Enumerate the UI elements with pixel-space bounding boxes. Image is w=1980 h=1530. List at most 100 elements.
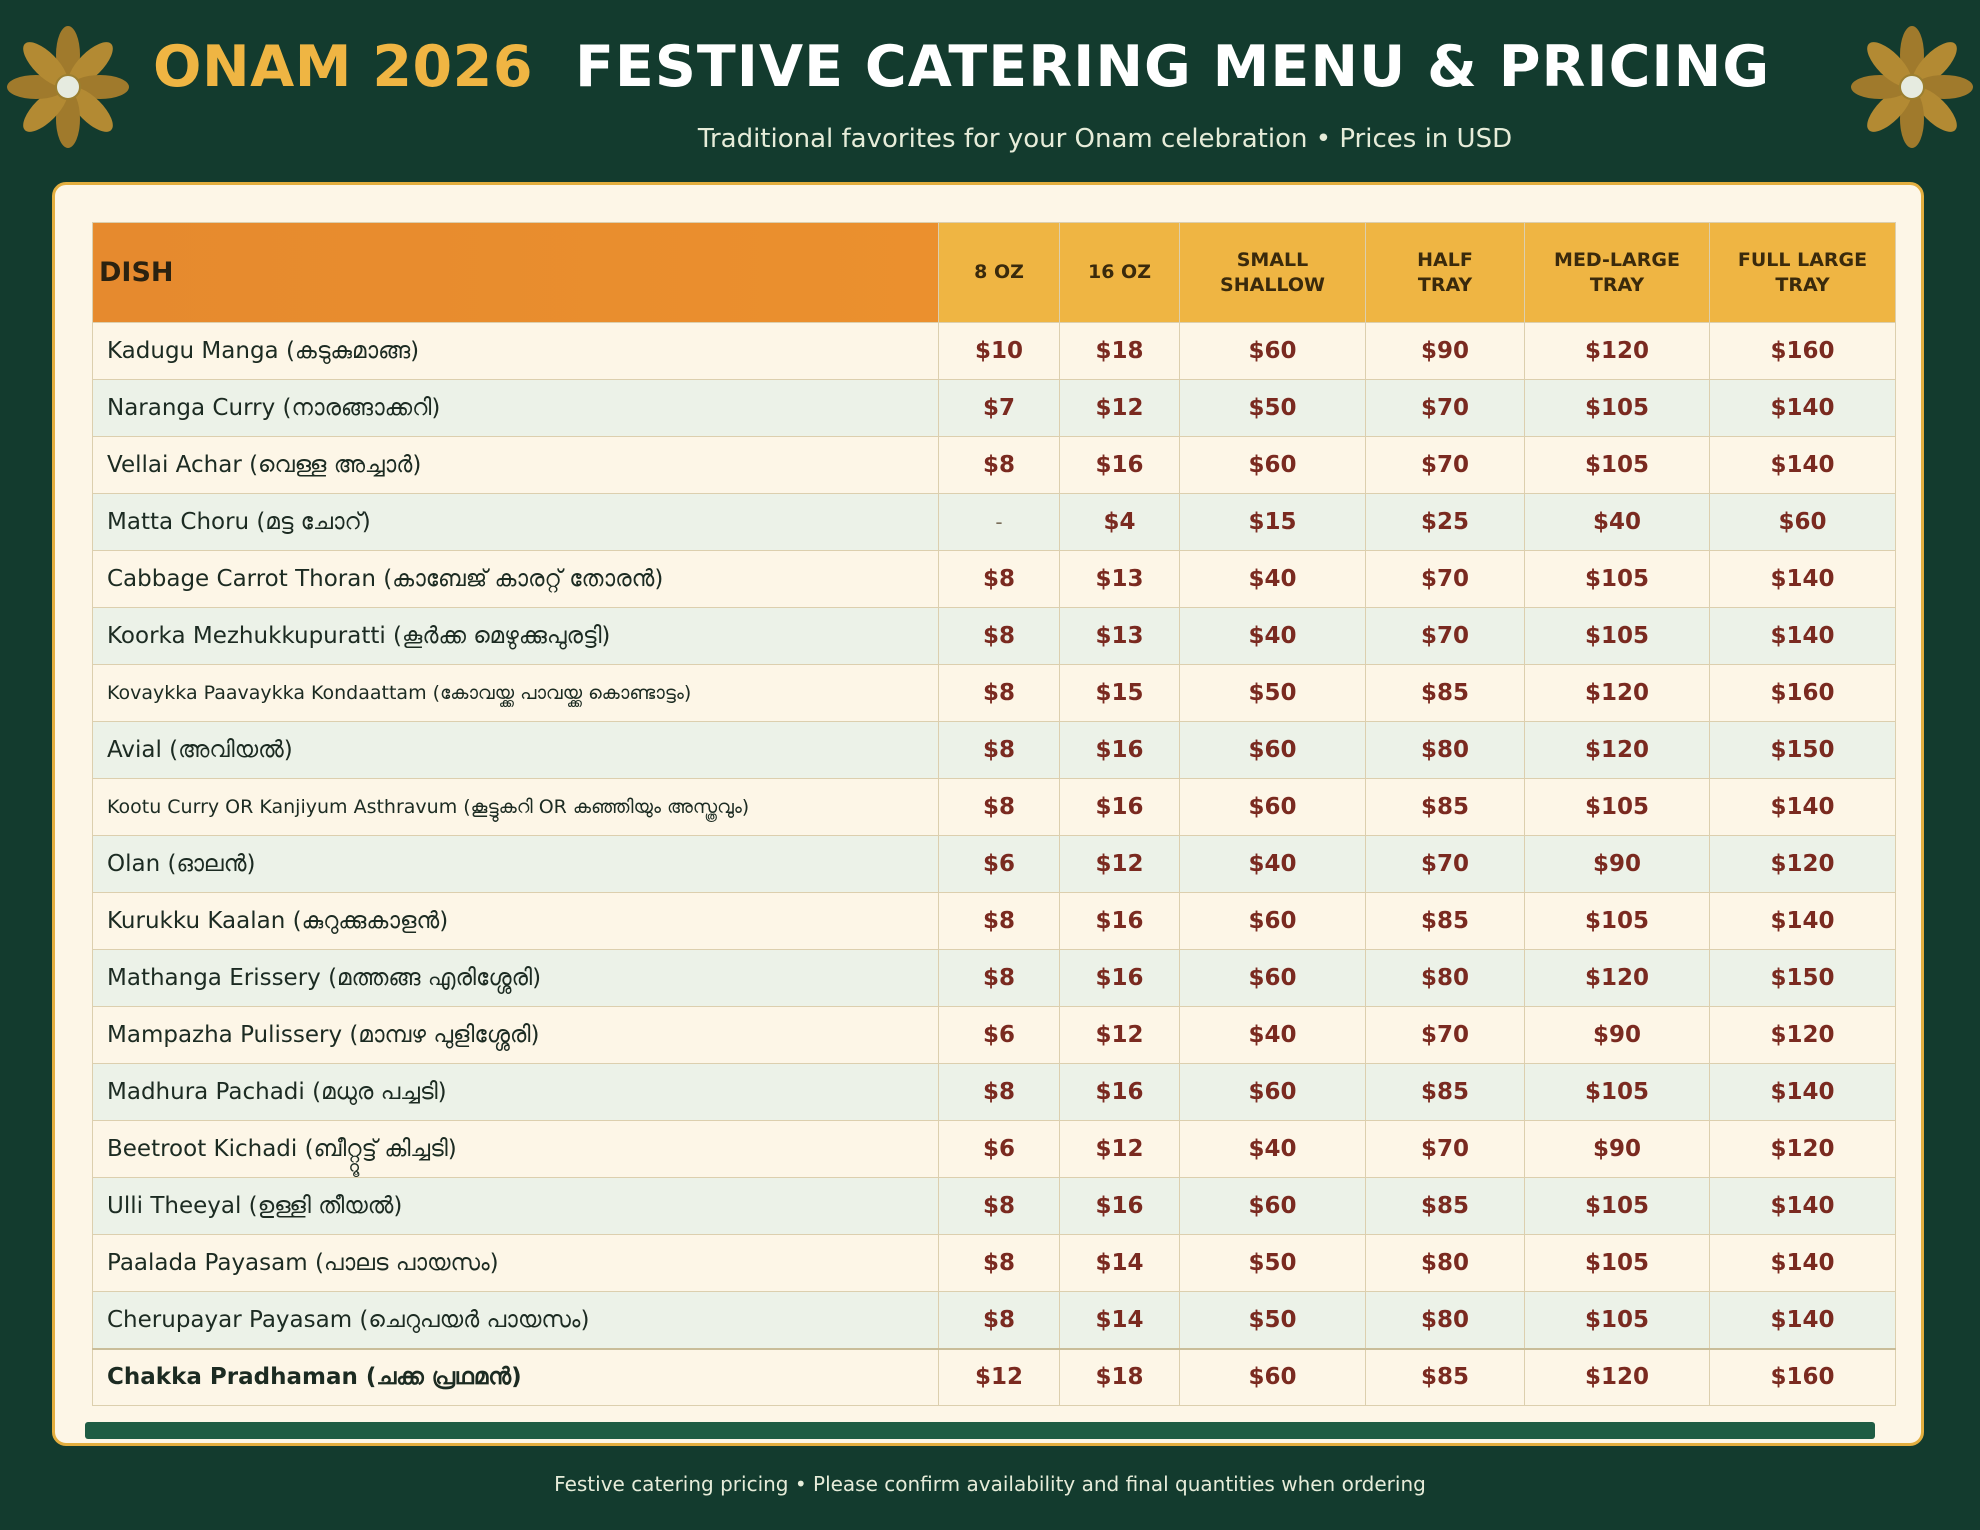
price-cell: $25 [1365, 493, 1525, 551]
price-cell: $120 [1524, 664, 1710, 722]
price-cell: $90 [1524, 1006, 1710, 1064]
column-header-full-large-tray: FULL LARGE TRAY [1709, 222, 1896, 323]
price-cell: $140 [1709, 778, 1896, 836]
price-cell: $160 [1709, 664, 1896, 722]
price-cell: $105 [1524, 892, 1710, 950]
price-cell: $18 [1059, 322, 1180, 380]
price-cell: $10 [938, 322, 1060, 380]
dish-name: Kadugu Manga (കടുകുമാങ്ങ) [92, 322, 939, 380]
price-cell: $85 [1365, 1347, 1525, 1406]
price-cell: $140 [1709, 550, 1896, 608]
column-header-small-shallow: SMALL SHALLOW [1179, 222, 1366, 323]
price-cell: $105 [1524, 1063, 1710, 1121]
price-cell: $60 [1179, 892, 1366, 950]
price-cell: $12 [1059, 1006, 1180, 1064]
page-subtitle: Traditional favorites for your Onam cele… [697, 124, 1513, 154]
dish-name: Naranga Curry (നാരങ്ങാക്കറി) [92, 379, 939, 437]
price-cell: $60 [1179, 436, 1366, 494]
price-cell: $6 [938, 1120, 1060, 1178]
price-cell: $60 [1179, 1347, 1366, 1406]
price-cell: $40 [1179, 835, 1366, 893]
price-cell: $8 [938, 721, 1060, 779]
price-cell: $8 [938, 778, 1060, 836]
price-cell: $120 [1709, 835, 1896, 893]
price-cell: $8 [938, 1063, 1060, 1121]
price-cell: $40 [1179, 1006, 1366, 1064]
price-cell: $15 [1179, 493, 1366, 551]
price-cell: $120 [1524, 949, 1710, 1007]
price-cell: $70 [1365, 550, 1525, 608]
price-cell: $60 [1179, 778, 1366, 836]
pricing-table: DISH 8 OZ 16 OZ SMALL SHALLOW HALF TRAY ME… [92, 222, 1896, 1406]
dish-name: Vellai Achar (വെള്ള അച്ചാർ) [92, 436, 939, 494]
dish-name: Mampazha Pulissery (മാമ്പഴ പുളിശ്ശേരി) [92, 1006, 939, 1064]
dish-name: Chakka Pradhaman (ചക്ക പ്രഥമൻ) [92, 1347, 939, 1406]
price-cell: $16 [1059, 778, 1180, 836]
price-cell: $140 [1709, 379, 1896, 437]
price-cell: $160 [1709, 1347, 1896, 1406]
table-row: Naranga Curry (നാരങ്ങാക്കറി) $7 $12 $50 $70 $… [92, 379, 1896, 437]
price-cell: $8 [938, 892, 1060, 950]
table-row: Kootu Curry OR Kanjiyum Asthravum (കൂട്ട… [92, 778, 1896, 836]
price-cell: $85 [1365, 892, 1525, 950]
price-cell: $50 [1179, 379, 1366, 437]
column-header-16oz: 16 OZ [1059, 222, 1180, 323]
price-cell: $60 [1179, 1177, 1366, 1235]
dish-name: Paalada Payasam (പാലട പായസം) [92, 1234, 939, 1292]
price-cell: $105 [1524, 778, 1710, 836]
price-cell: $140 [1709, 1234, 1896, 1292]
dish-name: Mathanga Erissery (മത്തങ്ങ എരിശ്ശേരി) [92, 949, 939, 1007]
price-cell: $70 [1365, 607, 1525, 665]
flower-icon [1851, 26, 1973, 148]
table-row: Madhura Pachadi (മധുര പച്ചടി) $8 $16 $60 $85… [92, 1063, 1896, 1121]
price-cell: $8 [938, 1234, 1060, 1292]
price-cell: $60 [1179, 1063, 1366, 1121]
price-cell: $8 [938, 949, 1060, 1007]
table-row: Vellai Achar (വെള്ള അച്ചാർ) $8 $16 $60 $70 $1… [92, 436, 1896, 494]
price-cell: $120 [1709, 1006, 1896, 1064]
dish-name: Kootu Curry OR Kanjiyum Asthravum (കൂട്ട… [92, 778, 939, 836]
price-cell: $80 [1365, 1234, 1525, 1292]
price-cell: $50 [1179, 664, 1366, 722]
price-cell: $80 [1365, 1291, 1525, 1349]
price-cell: - [938, 493, 1060, 551]
price-cell: $80 [1365, 721, 1525, 779]
price-cell: $16 [1059, 949, 1180, 1007]
price-cell: $120 [1524, 721, 1710, 779]
price-cell: $50 [1179, 1234, 1366, 1292]
price-cell: $70 [1365, 436, 1525, 494]
price-cell: $8 [938, 436, 1060, 494]
table-row: Mampazha Pulissery (മാമ്പഴ പുളിശ്ശേരി) $6… [92, 1006, 1896, 1064]
price-cell: $60 [1709, 493, 1896, 551]
price-cell: $8 [938, 550, 1060, 608]
table-row: Ulli Theeyal (ഉള്ളി തീയൽ) $8 $16 $60 $85 $105… [92, 1177, 1896, 1235]
dish-name: Matta Choru (മട്ട ചോറ്) [92, 493, 939, 551]
price-cell: $60 [1179, 949, 1366, 1007]
dish-name: Beetroot Kichadi (ബീറ്റ്റൂട്ട് കിച്ചടി) [92, 1120, 939, 1178]
table-row: Avial (അവിയൽ) $8 $16 $60 $80 $120 $150 [92, 721, 1896, 779]
footer-note: Festive catering pricing • Please confir… [554, 1472, 1426, 1496]
column-header-8oz: 8 OZ [938, 222, 1060, 323]
menu-card: DISH 8 OZ 16 OZ SMALL SHALLOW HALF TRAY ME… [52, 182, 1924, 1446]
dish-name: Olan (ഓലൻ) [92, 835, 939, 893]
price-cell: $90 [1365, 322, 1525, 380]
flower-icon [7, 26, 129, 148]
price-cell: $160 [1709, 322, 1896, 380]
table-row: Chakka Pradhaman (ചക്ക പ്രഥമൻ) $12 $18 $60 $… [92, 1347, 1896, 1406]
price-cell: $140 [1709, 1063, 1896, 1121]
price-cell: $105 [1524, 379, 1710, 437]
price-cell: $120 [1709, 1120, 1896, 1178]
price-cell: $40 [1179, 550, 1366, 608]
table-row: Kovaykka Paavaykka Kondaattam (കോവയ്ക്ക … [92, 664, 1896, 722]
price-cell: $40 [1524, 493, 1710, 551]
price-cell: $70 [1365, 1120, 1525, 1178]
price-cell: $120 [1524, 1347, 1710, 1406]
dish-name: Kovaykka Paavaykka Kondaattam (കോവയ്ക്ക … [92, 664, 939, 722]
price-cell: $80 [1365, 949, 1525, 1007]
table-row: Kadugu Manga (കടുകുമാങ്ങ) $10 $18 $60 $90 $12… [92, 322, 1896, 380]
brand-title: ONAM 2026 [153, 34, 533, 100]
price-cell: $105 [1524, 607, 1710, 665]
table-row: Kurukku Kaalan (കുറുക്കുകാളൻ) $8 $16 $60 $85… [92, 892, 1896, 950]
price-cell: $105 [1524, 1291, 1710, 1349]
table-row: Olan (ഓലൻ) $6 $12 $40 $70 $90 $120 [92, 835, 1896, 893]
